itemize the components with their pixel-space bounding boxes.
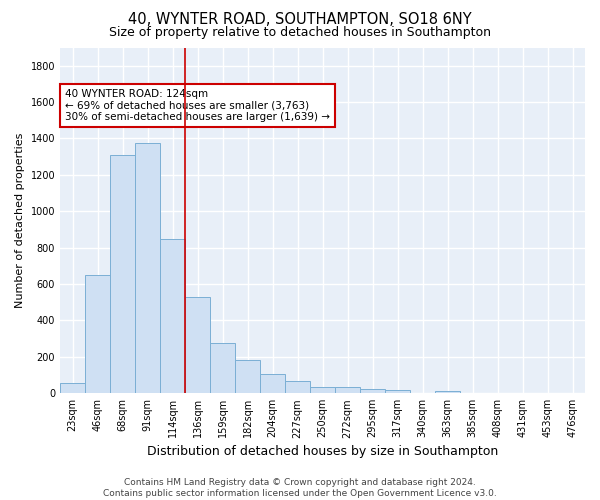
X-axis label: Distribution of detached houses by size in Southampton: Distribution of detached houses by size … [147, 444, 498, 458]
Bar [110, 155, 135, 393]
Bar [235, 360, 260, 393]
Bar [285, 382, 310, 393]
Text: 40 WYNTER ROAD: 124sqm
← 69% of detached houses are smaller (3,763)
30% of semi-: 40 WYNTER ROAD: 124sqm ← 69% of detached… [65, 89, 330, 122]
Bar [360, 388, 385, 393]
Text: Size of property relative to detached houses in Southampton: Size of property relative to detached ho… [109, 26, 491, 39]
Bar [435, 391, 460, 393]
Bar [310, 387, 335, 393]
Bar [160, 239, 185, 393]
Bar [135, 143, 160, 393]
Bar [60, 383, 85, 393]
Bar [210, 343, 235, 393]
Y-axis label: Number of detached properties: Number of detached properties [15, 132, 25, 308]
Bar [385, 390, 410, 393]
Text: 40, WYNTER ROAD, SOUTHAMPTON, SO18 6NY: 40, WYNTER ROAD, SOUTHAMPTON, SO18 6NY [128, 12, 472, 28]
Bar [85, 276, 110, 393]
Bar [335, 387, 360, 393]
Text: Contains HM Land Registry data © Crown copyright and database right 2024.
Contai: Contains HM Land Registry data © Crown c… [103, 478, 497, 498]
Bar [185, 297, 210, 393]
Bar [260, 374, 285, 393]
